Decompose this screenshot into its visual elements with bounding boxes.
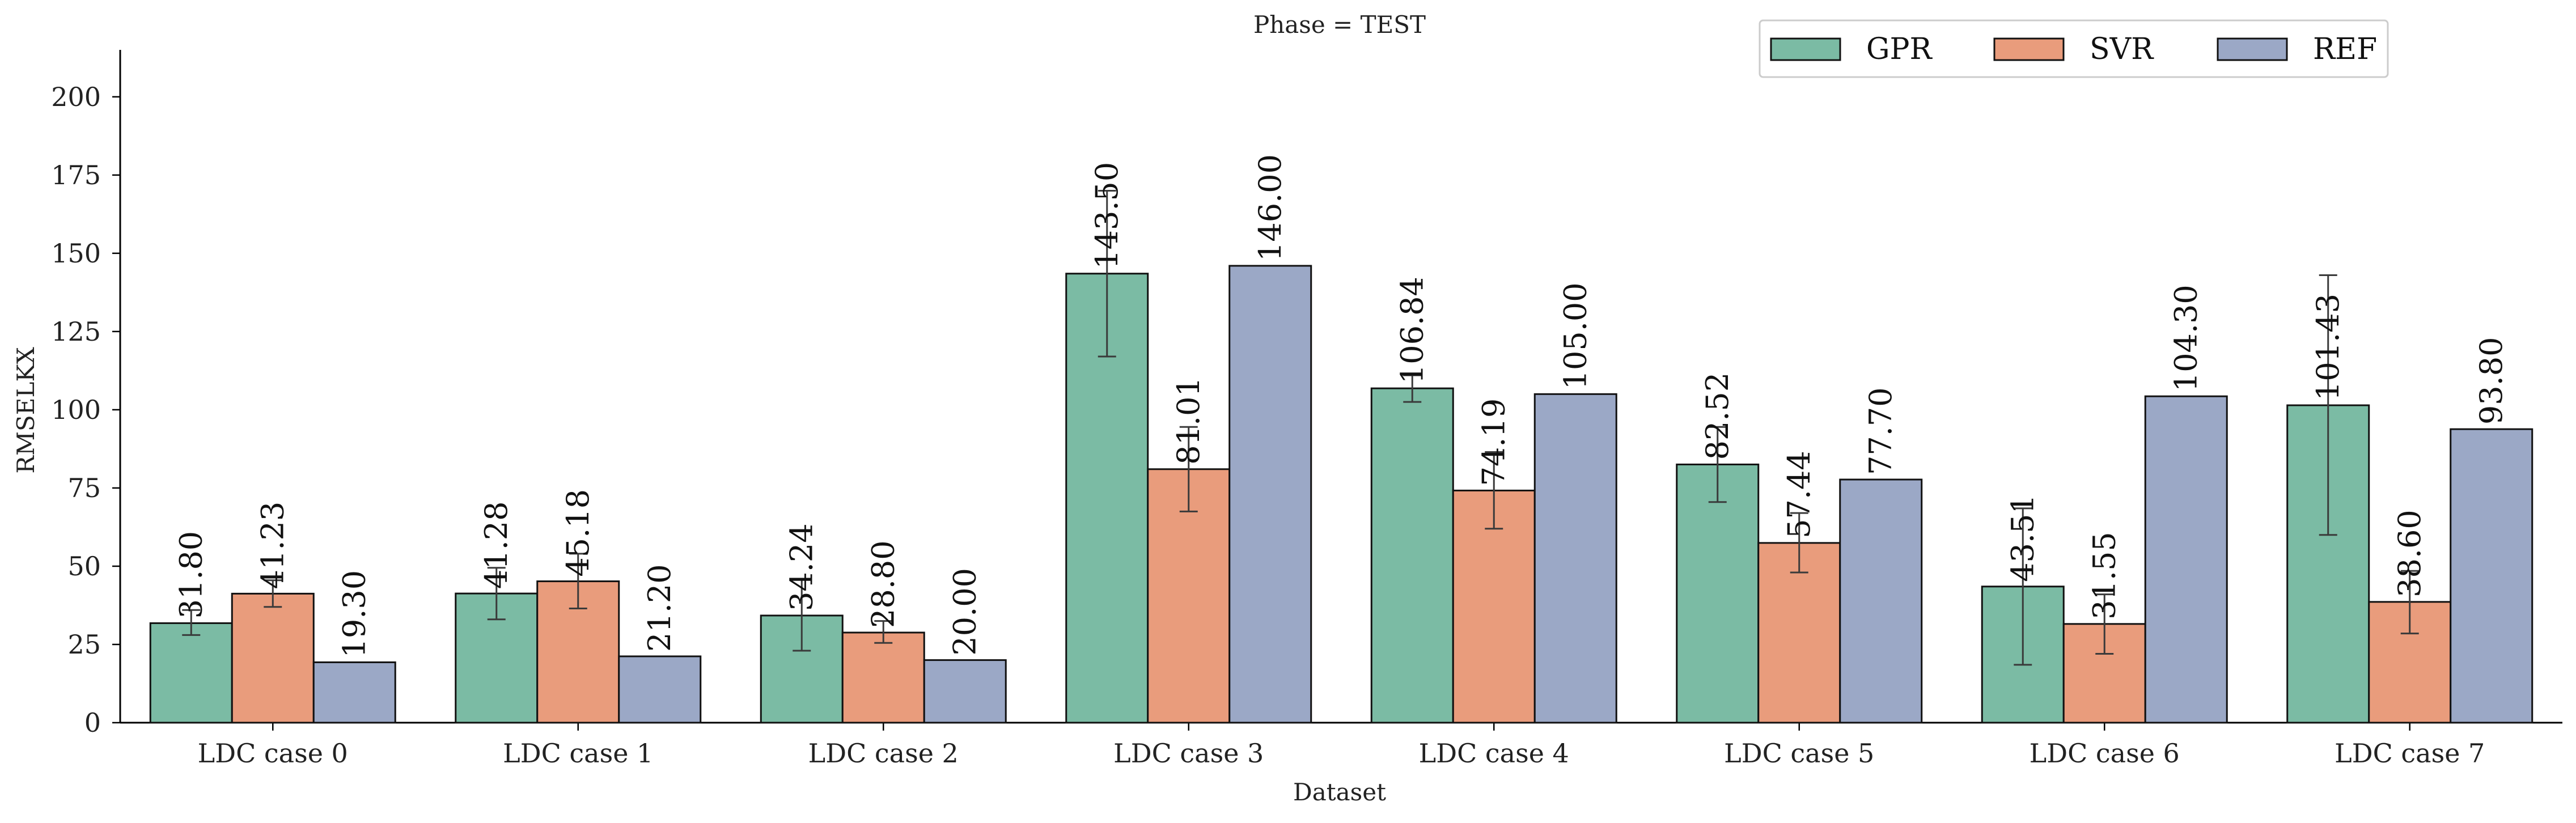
y-tick-label: 200 [51, 82, 101, 112]
data-label: 28.80 [865, 540, 901, 628]
data-label: 31.80 [173, 531, 209, 619]
x-tick-label: LDC case 5 [1724, 738, 1874, 769]
x-tick-label: LDC case 2 [808, 738, 959, 769]
legend-label-gpr: GPR [1866, 32, 1933, 66]
data-label: 45.18 [560, 489, 596, 577]
bar-ref-5 [1839, 478, 1923, 724]
legend-swatch-gpr [1770, 37, 1841, 61]
data-label: 74.19 [1476, 398, 1511, 486]
x-tick-label: LDC case 3 [1113, 738, 1264, 769]
y-tick-label: 0 [84, 707, 101, 738]
y-axis-label: RMSELKX [12, 347, 40, 473]
data-label: 21.20 [642, 564, 677, 652]
data-label: 93.80 [2473, 337, 2509, 425]
data-label: 101.43 [2310, 294, 2346, 401]
bar-ref-4 [1533, 393, 1617, 724]
legend-box [1759, 19, 2389, 78]
data-label: 77.70 [1863, 387, 1899, 475]
data-label: 43.51 [2005, 494, 2040, 582]
data-label: 41.28 [478, 502, 514, 589]
bar-ref-3 [1228, 265, 1312, 724]
y-tick-label: 100 [51, 394, 101, 425]
legend-swatch-svr [1993, 37, 2065, 61]
legend: GPR SVR REF [1759, 19, 2389, 78]
data-label: 34.24 [783, 523, 819, 611]
data-label: 81.01 [1171, 377, 1206, 465]
bar-gpr-4 [1370, 387, 1454, 724]
bar-ref-1 [618, 655, 702, 724]
y-tick-label: 50 [67, 551, 101, 582]
bar-ref-7 [2450, 428, 2533, 724]
x-tick-label: LDC case 6 [2030, 738, 2180, 769]
bar-gpr-0 [149, 622, 233, 724]
data-label: 41.23 [255, 502, 290, 589]
legend-swatch-ref [2217, 37, 2288, 61]
data-label: 105.00 [1557, 282, 1593, 389]
bar-gpr-2 [760, 614, 844, 724]
bar-svr-2 [841, 631, 925, 724]
legend-label-ref: REF [2313, 32, 2377, 66]
bar-gpr-5 [1676, 463, 1760, 724]
data-label: 19.30 [336, 570, 372, 658]
legend-label-svr: SVR [2090, 32, 2154, 66]
bar-ref-6 [2144, 395, 2228, 724]
plot-area: 0 25 50 75 100 125 150 175 200 LDC case 0 31.80 41.… [51, 50, 2562, 769]
bar-ref-2 [923, 659, 1007, 724]
data-label: 82.52 [1700, 372, 1735, 460]
x-axis-label: Dataset [1293, 778, 1386, 806]
y-tick-label: 25 [67, 629, 101, 660]
y-tick-label: 175 [51, 160, 101, 190]
y-tick-label: 75 [67, 473, 101, 503]
data-label: 57.44 [1781, 451, 1817, 538]
data-label: 104.30 [2168, 285, 2204, 392]
y-tick-label: 125 [51, 316, 101, 347]
x-tick-label: LDC case 7 [2334, 738, 2485, 769]
chart-title: Phase = TEST [1253, 11, 1426, 39]
bar-ref-0 [312, 661, 396, 724]
x-tick-label: LDC case 1 [503, 738, 653, 769]
y-tick-label: 150 [51, 238, 101, 269]
x-tick-label: LDC case 0 [198, 738, 348, 769]
x-tick-label: LDC case 4 [1419, 738, 1569, 769]
data-label: 38.60 [2392, 510, 2427, 597]
data-label: 31.55 [2086, 532, 2122, 620]
data-label: 143.50 [1089, 162, 1125, 269]
bar-svr-0 [231, 592, 315, 724]
data-label: 106.84 [1394, 277, 1430, 384]
data-label: 20.00 [947, 568, 982, 656]
data-label: 146.00 [1252, 154, 1288, 261]
